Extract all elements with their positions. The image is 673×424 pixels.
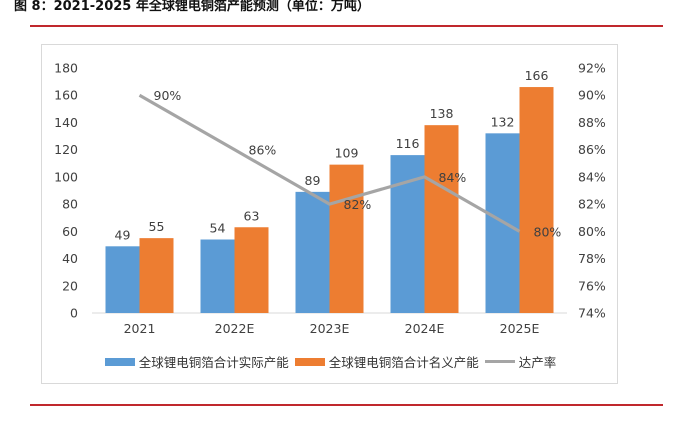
y-left-tick-label: 0 [70,306,78,321]
bar-nominal-label: 166 [525,68,549,83]
y-left-tick-label: 180 [54,61,78,76]
legend-swatch-actual [104,357,135,366]
legend-item-nominal: 全球锂电铜箔合计名义产能 [294,352,479,371]
rate-label: 82% [344,197,372,212]
bar-actual-label: 132 [491,114,515,129]
bar-nominal [234,227,269,313]
y-right-tick-label: 86% [578,142,606,157]
chart-legend: 全球锂电铜箔合计实际产能 全球锂电铜箔合计名义产能 达产率 [42,352,619,371]
rate-label: 80% [534,224,562,239]
bar-nominal-label: 109 [335,146,359,161]
y-left-tick-label: 60 [62,224,78,239]
legend-item-rate: 达产率 [484,352,557,371]
y-right-tick-label: 80% [578,224,606,239]
bar-actual-label: 89 [305,173,321,188]
y-right-tick-label: 92% [578,61,606,76]
bar-actual [295,191,330,313]
legend-swatch-rate [484,360,515,363]
rate-label: 86% [249,143,277,158]
legend-item-actual: 全球锂电铜箔合计实际产能 [104,352,289,371]
bar-actual [200,239,235,313]
legend-swatch-nominal [294,357,325,366]
y-right-tick-label: 90% [578,88,606,103]
y-right-tick-label: 76% [578,278,606,293]
x-tick-label: 2021 [124,321,156,336]
y-left-tick-label: 20 [62,278,78,293]
legend-label-actual: 全球锂电铜箔合计实际产能 [138,355,289,370]
y-left-tick-label: 80 [62,197,78,212]
legend-label-nominal: 全球锂电铜箔合计名义产能 [328,355,479,370]
y-left-tick-label: 40 [62,251,78,266]
y-left-tick-label: 160 [54,88,78,103]
capacity-chart: 0 20 40 60 80 100 120 140 160 180 74% 76% 78% 80% 82% 8… [54,61,606,337]
rate-label: 90% [154,88,182,103]
bar-actual [105,246,140,313]
top-rule [30,25,663,27]
rate-label: 84% [439,170,467,185]
y-right-tick-label: 74% [578,306,606,321]
y-right-tick-label: 78% [578,251,606,266]
x-tick-label: 2025E [500,321,540,336]
bottom-rule [30,404,663,406]
bar-nominal-label: 138 [430,106,454,121]
bar-nominal-label: 55 [149,219,165,234]
bar-nominal [139,238,174,313]
rate-line [138,93,521,233]
y-left-tick-label: 100 [54,169,78,184]
y-right-tick-label: 82% [578,197,606,212]
bar-nominal-label: 63 [244,208,260,223]
chart-frame: 0 20 40 60 80 100 120 140 160 180 74% 76% 78% 80% 82% 8… [41,44,618,384]
bar-nominal [519,87,554,313]
x-tick-label: 2024E [405,321,445,336]
y-left-tick-label: 120 [54,142,78,157]
bar-nominal [329,164,364,313]
y-right-tick-label: 88% [578,115,606,130]
y-right-tick-label: 84% [578,169,606,184]
y-left-tick-label: 140 [54,115,78,130]
x-tick-label: 2022E [215,321,255,336]
bar-actual-label: 49 [115,227,131,242]
legend-label-rate: 达产率 [518,355,557,370]
bar-actual-label: 116 [396,136,420,151]
x-tick-label: 2023E [310,321,350,336]
bar-actual-label: 54 [210,221,226,236]
bar-nominal [424,125,459,314]
figure-caption: 图 8：2021-2025 年全球锂电铜箔产能预测（单位：万吨） [14,0,370,14]
